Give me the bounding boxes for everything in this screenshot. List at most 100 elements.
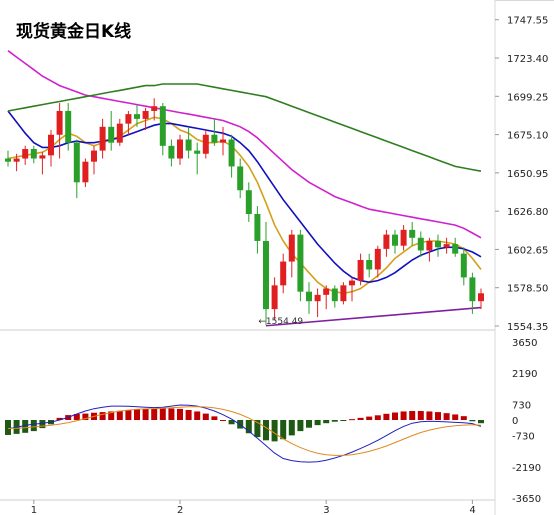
macd-bar [220,420,226,421]
candle [288,229,295,278]
candle-body [194,150,201,154]
candle-body [82,161,89,183]
candle-body [452,244,459,254]
macd-y-tick-label: -730 [512,432,535,443]
candle [349,277,355,302]
candle-body [374,248,381,270]
candle-body [392,234,398,246]
candle [168,139,175,167]
macd-bar [134,409,140,420]
macd-bar [263,420,269,441]
candle [185,126,192,159]
x-tick-label: 3 [323,505,329,515]
candle [426,237,433,262]
candle [151,98,158,121]
macd-bar [82,413,89,420]
low-annotation: ←1554.49 [258,317,303,327]
candle [417,231,424,257]
candle-body [297,234,304,292]
macd-bar [478,420,484,424]
macd-bar [56,417,63,420]
macd-bar [392,412,398,420]
macd-bar [469,420,476,422]
candle [39,152,46,175]
candle [323,285,330,310]
macd-bar [452,414,459,420]
candle [392,229,398,254]
x-tick-label: 4 [469,505,475,515]
axis-labels: 1747.55 1723.40 1699.25 1675.10 1650.95 1626.… [31,16,549,515]
macd-bar [194,411,201,420]
macd-bar [426,411,433,420]
candle [409,221,416,246]
candle [383,229,390,257]
candle-body [254,214,261,241]
y-tick-label: 1626.80 [507,207,548,218]
x-tick-label: 2 [177,505,183,515]
candle [177,134,183,165]
candle [263,221,269,325]
candle-body [417,237,424,251]
candle [237,158,244,199]
macd-y-tick-label: 730 [512,400,531,411]
candle-body [177,139,183,159]
macd-pane [5,404,484,463]
macd-bar [340,420,347,421]
y-tick-label: 1675.10 [507,131,548,142]
macd-bar [366,416,373,420]
y-tick-label: 1650.95 [507,169,548,180]
candle-body [349,280,355,286]
candle-body [108,126,115,143]
candle [374,245,381,278]
candle [56,103,63,159]
candle [142,107,149,130]
macd-bar [159,408,166,420]
candle [211,118,218,146]
candle [306,282,312,314]
macd-bar [177,408,183,420]
candle [452,237,459,257]
candle [125,110,132,135]
macd-bar [228,420,235,425]
candle [340,282,347,305]
candle-body [13,158,20,162]
macd-bar [5,420,11,435]
macd-bar [116,410,123,420]
x-tick-label: 1 [31,505,37,515]
macd-bar [125,409,132,420]
candle [280,253,287,294]
macd-bar [297,420,304,432]
candle [48,129,54,167]
macd-bar [245,420,252,434]
macd-bar [280,420,287,440]
candle-body [168,145,175,159]
candle [82,158,89,188]
candle [159,103,166,156]
candle-body [237,166,244,191]
candle [331,285,338,308]
candle-body [125,114,132,124]
candle-body [280,261,287,286]
macd-bar [39,420,46,429]
y-tick-label: 1602.65 [507,245,548,256]
candle-body [400,229,407,246]
candle-body [331,288,338,302]
candle-body [22,149,29,159]
macd-bar [168,408,175,420]
y-tick-label: 1554.35 [507,322,548,333]
candle-body [435,240,441,248]
candle [202,129,209,159]
macd-bar [185,409,192,420]
candle-body [271,285,278,310]
candle [443,237,450,254]
candle-body [263,240,269,310]
candle [271,277,278,321]
candle-body [228,139,235,167]
candle [91,145,97,175]
y-tick-label: 1578.50 [507,284,548,295]
macd-bar [400,411,407,420]
macd-bar [30,420,37,432]
macd-dif-line [7,404,482,463]
candle [314,288,321,318]
